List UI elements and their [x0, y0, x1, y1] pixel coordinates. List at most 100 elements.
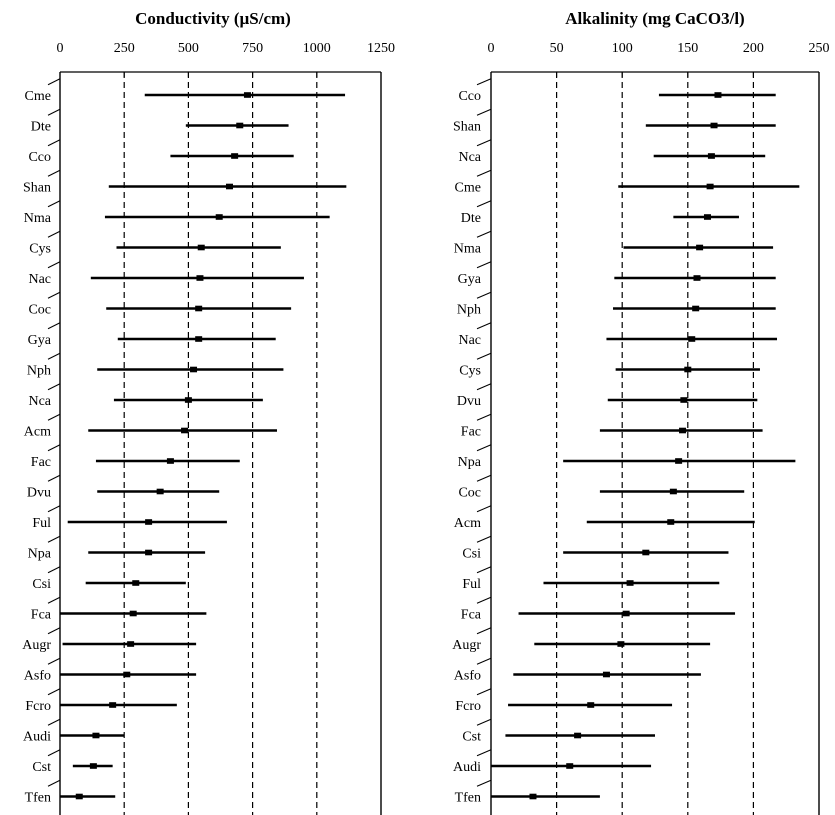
row-separator	[47, 779, 61, 787]
mean-marker	[184, 397, 192, 403]
x-tick-label: 250	[114, 41, 135, 56]
mean-marker	[166, 458, 174, 464]
category-label: Cst	[32, 760, 51, 775]
mean-marker	[123, 671, 131, 678]
row-separator	[476, 261, 492, 269]
row-separator	[47, 474, 61, 482]
mean-marker	[667, 519, 675, 525]
mean-marker	[145, 519, 153, 525]
category-label: Audi	[453, 760, 481, 775]
mean-marker	[675, 458, 683, 464]
row-separator	[476, 505, 492, 513]
mean-marker	[132, 580, 140, 586]
x-tick-label: 200	[743, 41, 764, 56]
row-separator	[476, 78, 492, 86]
mean-marker	[602, 671, 610, 678]
row-separator	[47, 596, 61, 604]
row-separator	[476, 200, 492, 208]
row-separator	[47, 444, 61, 452]
mean-marker	[680, 397, 688, 403]
row-separator	[47, 322, 61, 330]
mean-marker	[181, 427, 189, 434]
mean-marker	[669, 488, 677, 495]
row-separator	[476, 108, 492, 116]
row-separator	[47, 718, 61, 726]
category-label: Gya	[28, 333, 52, 348]
mean-marker	[190, 366, 198, 373]
category-label: Gya	[458, 272, 482, 287]
row-separator	[476, 322, 492, 330]
mean-marker	[684, 366, 692, 373]
row-separator	[47, 261, 61, 269]
mean-marker	[129, 610, 137, 617]
category-label: Audi	[23, 730, 51, 745]
row-separator	[476, 749, 492, 757]
mean-marker	[195, 305, 203, 312]
category-label: Dte	[461, 211, 481, 226]
row-separator	[476, 383, 492, 391]
category-label: Fac	[461, 425, 481, 440]
row-separator	[47, 200, 61, 208]
category-label: Csi	[32, 577, 51, 592]
row-separator	[47, 627, 61, 635]
chart-title: Alkalinity (mg CaCO3/l)	[565, 9, 744, 28]
mean-marker	[196, 275, 204, 281]
row-separator	[47, 749, 61, 757]
x-tick-label: 250	[809, 41, 830, 56]
mean-marker	[231, 153, 239, 159]
mean-marker	[195, 336, 203, 342]
category-label: Ful	[462, 577, 481, 592]
category-label: Tfen	[455, 791, 481, 806]
category-label: Fca	[461, 608, 482, 623]
category-label: Shan	[453, 120, 481, 135]
row-separator	[47, 169, 61, 177]
row-separator	[476, 291, 492, 299]
category-label: Coc	[458, 486, 481, 501]
row-separator	[476, 444, 492, 452]
category-label: Acm	[454, 516, 481, 531]
row-separator	[476, 474, 492, 482]
row-separator	[476, 352, 492, 360]
row-separator	[47, 383, 61, 391]
mean-marker	[225, 183, 233, 190]
row-separator	[476, 627, 492, 635]
mean-marker	[703, 214, 711, 220]
mean-marker	[215, 214, 223, 220]
mean-marker	[566, 763, 574, 769]
category-label: Fca	[31, 608, 52, 623]
row-separator	[47, 108, 61, 116]
chart-panel-2: Alkalinity (mg CaCO3/l) 0 50 100 150 200 250 Cc…	[452, 9, 830, 815]
mean-marker	[693, 275, 701, 281]
x-tick-label: 0	[488, 41, 495, 56]
category-label: Augr	[452, 638, 481, 653]
mean-marker	[696, 244, 704, 251]
mean-marker	[145, 549, 153, 556]
category-label: Fac	[31, 455, 51, 470]
category-label: Cys	[459, 364, 481, 379]
mean-marker	[127, 641, 135, 647]
x-tick-label: 0	[57, 41, 64, 56]
mean-marker	[679, 427, 687, 434]
category-label: Asfo	[454, 669, 481, 684]
row-separator	[476, 535, 492, 543]
mean-marker	[622, 610, 630, 617]
category-label: Coc	[28, 303, 51, 318]
mean-marker	[710, 122, 718, 129]
category-label: Asfo	[24, 669, 51, 684]
mean-marker	[574, 732, 582, 739]
row-separator	[47, 413, 61, 421]
mean-marker	[692, 305, 700, 312]
mean-marker	[587, 702, 595, 708]
row-separator	[47, 535, 61, 543]
x-tick-label: 1250	[367, 41, 395, 56]
mean-marker	[75, 793, 83, 800]
row-separator	[476, 718, 492, 726]
row-separator	[476, 596, 492, 604]
category-label: Augr	[22, 638, 51, 653]
category-label: Csi	[462, 547, 481, 562]
mean-marker	[642, 549, 650, 556]
x-tick-label: 750	[242, 41, 263, 56]
mean-marker	[109, 702, 117, 708]
row-separator	[476, 688, 492, 696]
